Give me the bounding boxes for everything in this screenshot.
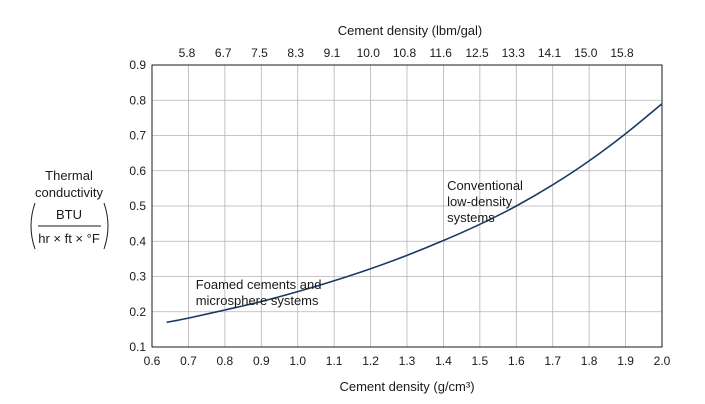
x-tick-label: 1.1 — [326, 354, 343, 368]
annotation-text: Foamed cements and — [196, 277, 322, 292]
y-tick-label: 0.3 — [129, 270, 146, 284]
y-axis-title: Thermal conductivity BTU hr × ft × °F — [30, 168, 109, 250]
y-axis-title-line1: Thermal — [45, 168, 93, 183]
y-tick-label: 0.4 — [129, 234, 146, 248]
annotation-text: low-density — [447, 194, 513, 209]
top-axis-tick-labels: 5.8 6.7 7.5 8.3 9.1 10.0 10.8 11.6 12.5 13.3 14.1 1… — [179, 46, 634, 60]
top-tick-label: 13.3 — [502, 46, 526, 60]
y-tick-label: 0.6 — [129, 164, 146, 178]
top-tick-label: 5.8 — [179, 46, 196, 60]
y-tick-label: 0.2 — [129, 305, 146, 319]
x-tick-label: 0.6 — [144, 354, 161, 368]
top-tick-label: 7.5 — [251, 46, 268, 60]
x-tick-label: 0.9 — [253, 354, 270, 368]
y-tick-label: 0.5 — [129, 199, 146, 213]
annotation-text: Conventional — [447, 178, 523, 193]
y-axis-units-denominator: hr × ft × °F — [38, 231, 100, 246]
top-tick-label: 15.0 — [574, 46, 598, 60]
x-tick-label: 1.2 — [362, 354, 379, 368]
conductivity-curve — [166, 103, 663, 324]
plot-frame — [151, 64, 663, 348]
x-tick-label: 1.4 — [435, 354, 452, 368]
y-tick-label: 0.1 — [129, 340, 146, 354]
top-tick-label: 11.6 — [430, 46, 453, 60]
top-tick-label: 9.1 — [324, 46, 341, 60]
y-axis-tick-labels: 0.1 0.2 0.3 0.4 0.5 0.6 0.7 0.8 0.9 — [129, 58, 146, 354]
left-paren — [30, 202, 36, 250]
top-tick-label: 12.5 — [465, 46, 489, 60]
right-paren — [103, 202, 109, 250]
x-tick-label: 1.6 — [508, 354, 525, 368]
top-tick-label: 8.3 — [287, 46, 304, 60]
gridlines — [152, 65, 662, 347]
y-tick-label: 0.7 — [129, 129, 146, 143]
x-tick-label: 1.5 — [472, 354, 489, 368]
top-tick-label: 10.0 — [357, 46, 381, 60]
x-tick-label: 0.7 — [180, 354, 197, 368]
x-tick-label: 0.8 — [217, 354, 234, 368]
annotation-text: microsphere systems — [196, 293, 319, 308]
top-tick-label: 6.7 — [215, 46, 232, 60]
top-tick-label: 10.8 — [393, 46, 417, 60]
y-tick-label: 0.9 — [129, 58, 146, 72]
x-axis-title: Cement density (g/cm³) — [339, 379, 474, 394]
x-axis-tick-labels: 0.6 0.7 0.8 0.9 1.0 1.1 1.2 1.3 1.4 1.5 1.6 1.7 1.8 1… — [144, 354, 671, 368]
x-tick-label: 2.0 — [654, 354, 671, 368]
top-tick-label: 15.8 — [610, 46, 634, 60]
y-tick-label: 0.8 — [129, 93, 146, 107]
x-tick-label: 1.3 — [399, 354, 416, 368]
top-tick-label: 14.1 — [538, 46, 562, 60]
annotation-text: systems — [447, 210, 495, 225]
x-tick-label: 1.7 — [544, 354, 561, 368]
x-tick-label: 1.8 — [581, 354, 598, 368]
top-axis-title: Cement density (lbm/gal) — [338, 23, 483, 38]
y-axis-title-line2: conductivity — [35, 185, 103, 200]
x-tick-label: 1.0 — [289, 354, 306, 368]
y-axis-units-numerator: BTU — [56, 207, 82, 222]
x-tick-label: 1.9 — [617, 354, 634, 368]
